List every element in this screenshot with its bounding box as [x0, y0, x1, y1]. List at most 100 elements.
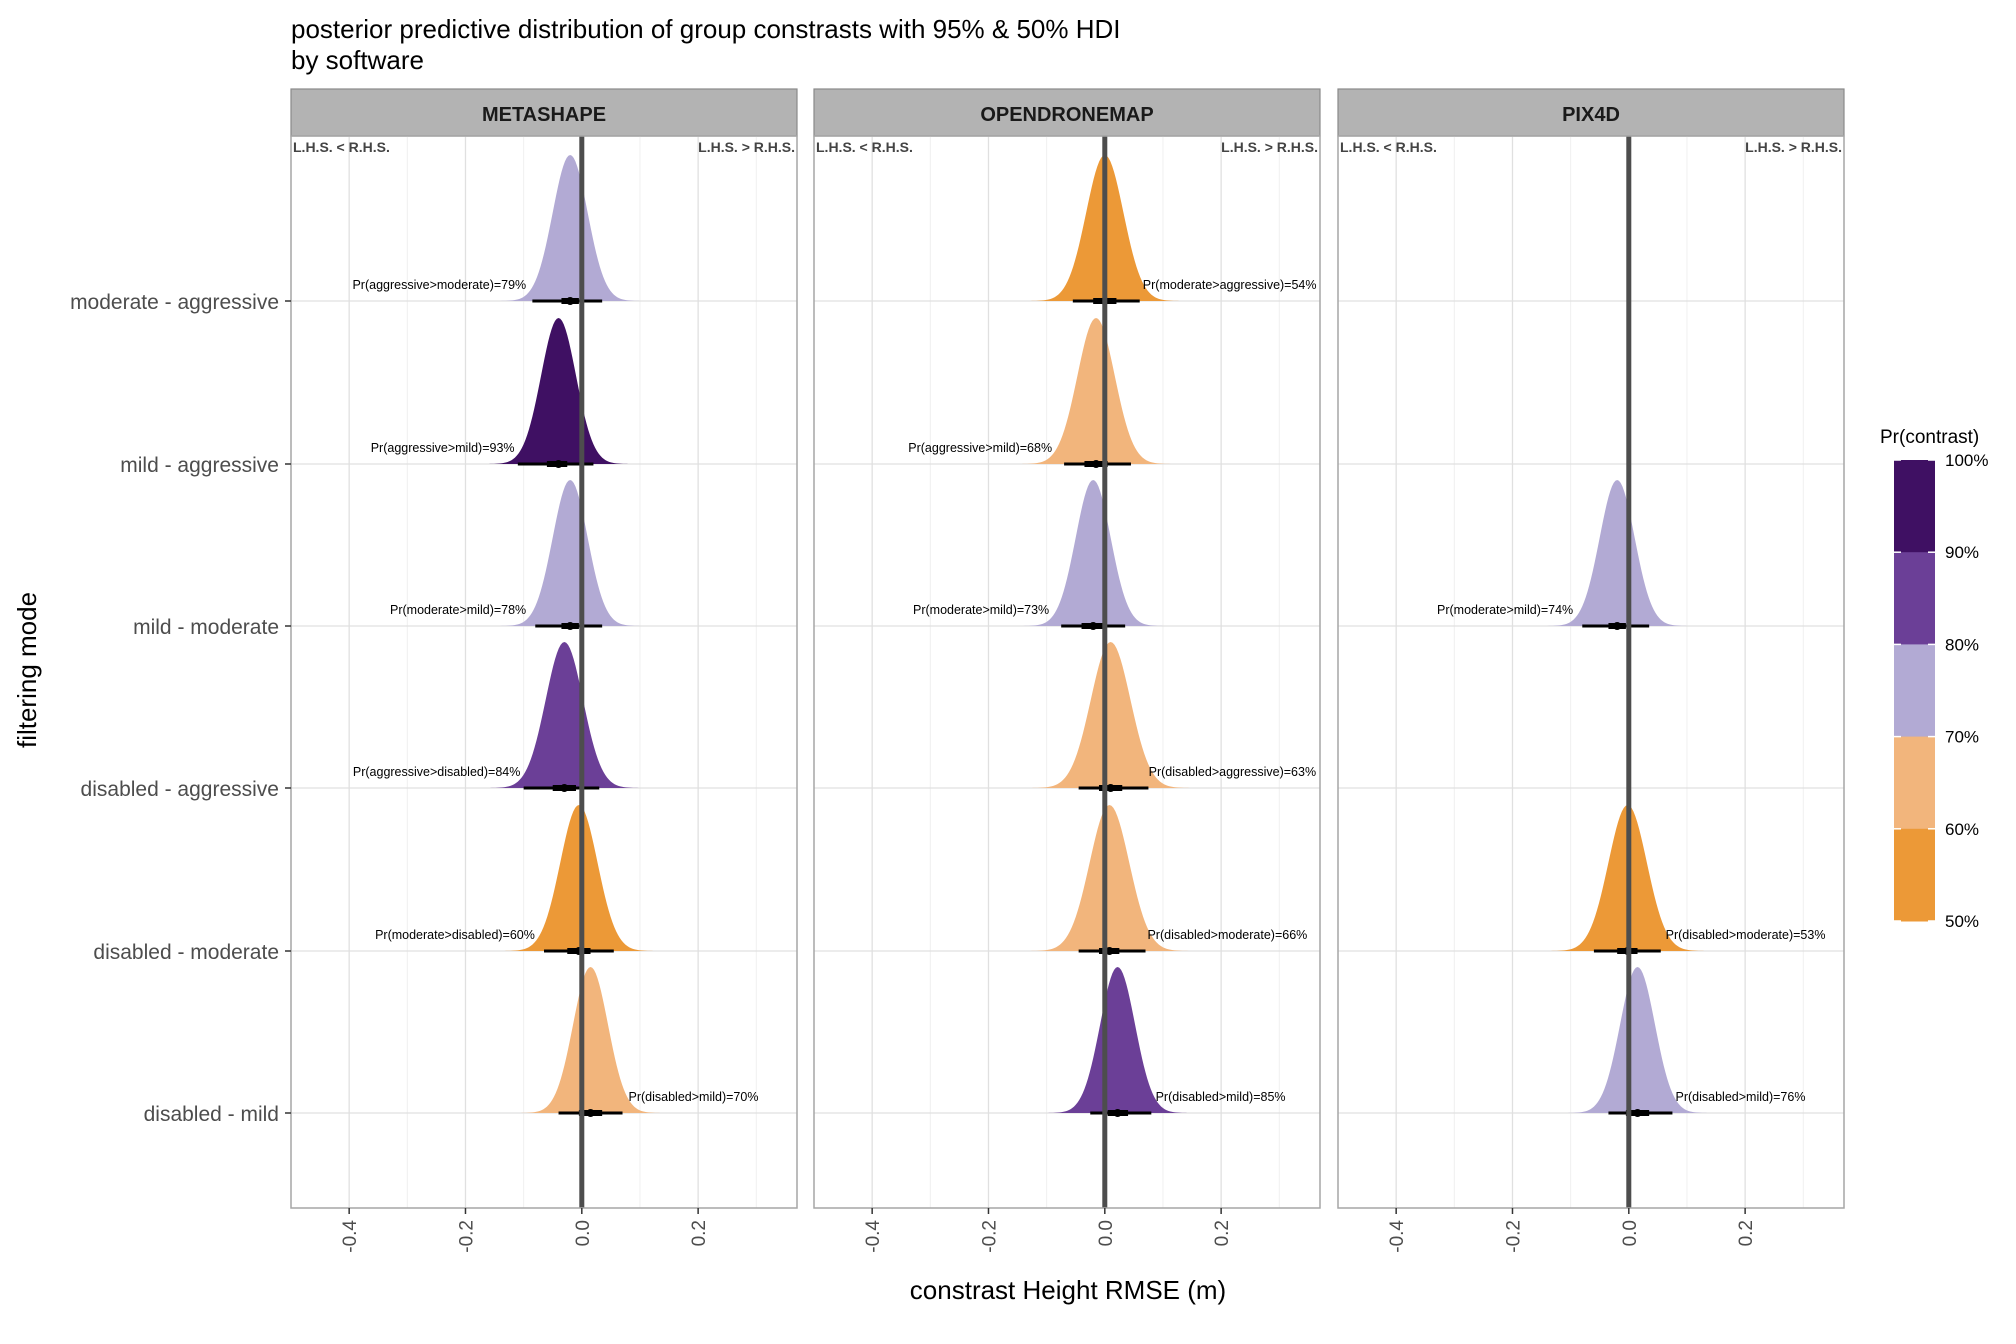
legend: Pr(contrast) 100% 90% 80% 70% 60% 50%: [1880, 427, 1988, 931]
y-tick-label: disabled - aggressive: [81, 778, 279, 801]
facet-strip: [1337, 88, 1845, 137]
ridge-moderate-aggressive: [500, 155, 640, 305]
density-area: [520, 967, 661, 1113]
density-area: [1023, 480, 1163, 626]
density-area: [1547, 480, 1687, 626]
probability-label: Pr(moderate>mild)=73%: [913, 603, 1049, 617]
x-tick-label: 0.0: [1096, 1220, 1117, 1246]
x-axis-title: constrast Height RMSE (m): [910, 1275, 1226, 1305]
x-tick-label: -0.2: [456, 1220, 477, 1253]
probability-label: Pr(disabled>mild)=70%: [629, 1090, 759, 1104]
ridges-layer: [488, 155, 661, 1117]
probability-label: Pr(disabled>aggressive)=63%: [1149, 765, 1316, 779]
density-area: [504, 805, 654, 951]
x-tick-label: -0.2: [1503, 1220, 1524, 1253]
median-point: [586, 1109, 595, 1117]
probability-label: Pr(disabled>moderate)=66%: [1147, 928, 1307, 942]
legend-label: 70%: [1945, 728, 1979, 747]
x-tick-label: 0.0: [1620, 1220, 1641, 1246]
y-tick-label: moderate - aggressive: [70, 291, 279, 314]
legend-title: Pr(contrast): [1880, 427, 1979, 448]
density-area: [489, 642, 639, 788]
median-point: [566, 297, 575, 305]
side-label-left: L.H.S. < R.H.S.: [293, 139, 390, 155]
ridge-mild-aggressive: [1021, 318, 1171, 468]
legend-color-step: [1894, 552, 1935, 645]
x-tick-label: -0.4: [340, 1220, 361, 1253]
ridge-mild-moderate: [1547, 480, 1687, 630]
median-point: [1113, 1109, 1122, 1117]
panel-pix4d: PIX4D L.H.S. < R.H.S. L.H.S. > R.H.S. Pr(mo…: [1337, 88, 1845, 1253]
legend-color-step: [1894, 828, 1935, 922]
median-point: [554, 460, 563, 468]
legend-label: 100%: [1945, 451, 1988, 470]
ridge-mild-moderate: [500, 480, 640, 630]
density-area: [1021, 318, 1171, 464]
facet-strip: [290, 88, 798, 137]
side-label-left: L.H.S. < R.H.S.: [816, 139, 913, 155]
legend-label: 90%: [1945, 543, 1979, 562]
density-area: [488, 318, 629, 464]
density-area: [1031, 642, 1190, 788]
probability-label: Pr(moderate>mild)=74%: [1437, 603, 1573, 617]
probability-label: Pr(disabled>mild)=76%: [1676, 1090, 1806, 1104]
side-label-right: L.H.S. > R.H.S.: [698, 139, 795, 155]
probability-label: Pr(aggressive>mild)=93%: [371, 441, 515, 455]
ridge-mild-moderate: [1023, 480, 1163, 630]
x-tick-label: 0.0: [573, 1220, 594, 1246]
density-area: [500, 155, 640, 301]
density-area: [1047, 967, 1188, 1113]
median-point: [1613, 622, 1622, 630]
median-point: [1633, 1109, 1642, 1117]
facet-label: METASHAPE: [482, 104, 606, 126]
panel-plot-area: Pr(moderate>aggressive)=54% Pr(aggressive…: [908, 136, 1317, 1208]
chart-title: posterior predictive distribution of gro…: [291, 14, 1121, 44]
side-label-right: L.H.S. > R.H.S.: [1745, 139, 1842, 155]
x-tick-label: 0.2: [1736, 1220, 1757, 1246]
facet-label: PIX4D: [1562, 104, 1620, 126]
y-tick-label: disabled - mild: [144, 1103, 279, 1126]
density-area: [1567, 967, 1708, 1113]
side-label-right: L.H.S. > R.H.S.: [1221, 139, 1318, 155]
y-tick-label: disabled - moderate: [93, 941, 279, 964]
legend-color-step: [1894, 736, 1935, 830]
x-tick-label: 0.2: [689, 1220, 710, 1246]
probability-label: Pr(moderate>aggressive)=54%: [1143, 278, 1317, 292]
median-point: [1105, 947, 1114, 955]
panel-plot-area: Pr(aggressive>moderate)=79% Pr(aggressive…: [352, 136, 758, 1208]
panel-border: [1337, 135, 1845, 1209]
median-point: [1106, 784, 1115, 792]
x-tick-label: -0.4: [863, 1220, 884, 1253]
y-tick-label: mild - moderate: [133, 616, 279, 639]
panel-border: [813, 135, 1321, 1209]
side-label-left: L.H.S. < R.H.S.: [1340, 139, 1437, 155]
probability-label: Pr(aggressive>mild)=68%: [908, 441, 1052, 455]
y-axis-title: filtering mode: [12, 592, 42, 748]
legend-label: 80%: [1945, 635, 1979, 654]
x-tick-label: -0.2: [979, 1220, 1000, 1253]
legend-label: 60%: [1945, 820, 1979, 839]
probability-label: Pr(moderate>mild)=78%: [390, 603, 526, 617]
facet-label: OPENDRONEMAP: [980, 104, 1153, 126]
legend-color-step: [1894, 644, 1935, 738]
density-area: [1030, 805, 1189, 951]
legend-label: 50%: [1945, 912, 1979, 931]
median-point: [560, 784, 569, 792]
median-point: [1089, 622, 1098, 630]
chart-subtitle: by software: [291, 45, 424, 75]
x-tick-label: 0.2: [1212, 1220, 1233, 1246]
y-axis: moderate - aggressive mild - aggressive mi…: [70, 291, 291, 1126]
probability-label: Pr(disabled>moderate)=53%: [1666, 928, 1826, 942]
ridge-disabled-aggressive: [489, 642, 639, 792]
legend-color-step: [1894, 460, 1935, 553]
probability-label: Pr(aggressive>disabled)=84%: [353, 765, 520, 779]
ridge-disabled-mild: [1047, 967, 1188, 1117]
panel-border: [290, 135, 798, 1209]
probability-label: Pr(aggressive>moderate)=79%: [352, 278, 526, 292]
density-area: [500, 480, 640, 626]
probability-label: Pr(disabled>mild)=85%: [1156, 1090, 1286, 1104]
